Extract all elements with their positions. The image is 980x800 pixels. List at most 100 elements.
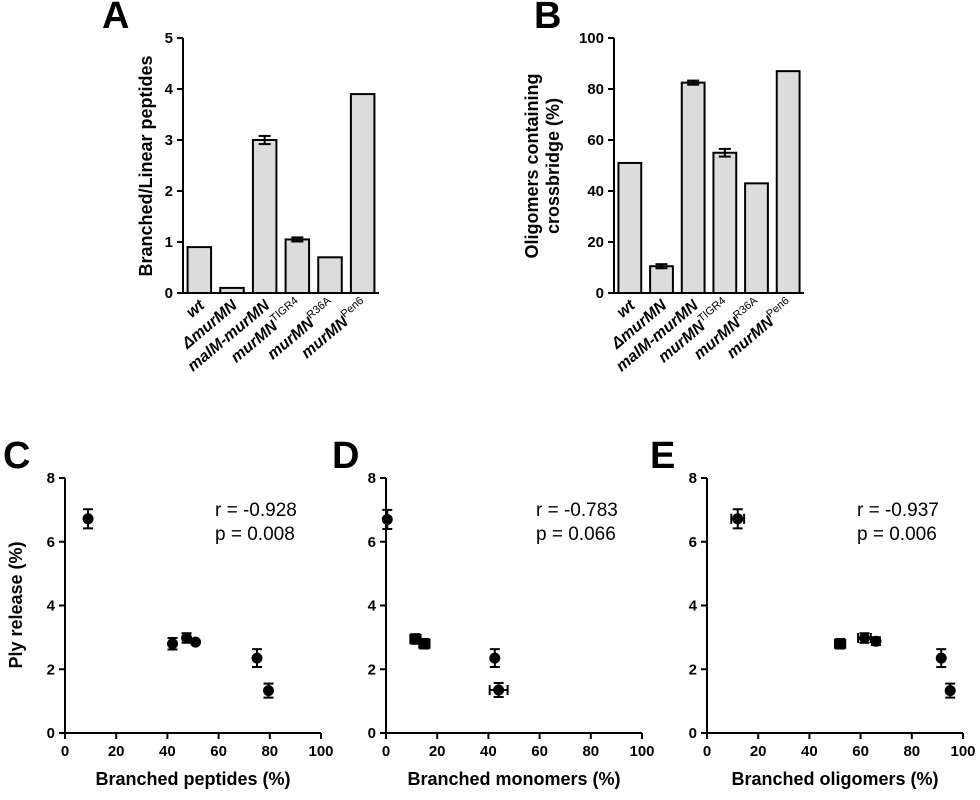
panel-letter: B [534, 0, 561, 37]
y-tick-label: 1 [165, 234, 173, 251]
x-tick-label: 100 [308, 743, 333, 760]
x-tick-label: 100 [629, 743, 654, 760]
data-point-0 [732, 513, 744, 525]
data-point-2 [181, 632, 193, 644]
x-tick-label: 0 [382, 743, 390, 760]
x-tick-label: 20 [429, 743, 446, 760]
y-tick-label: 2 [368, 661, 376, 678]
y-tick-label: 8 [689, 470, 697, 487]
x-tick-label: 40 [801, 743, 818, 760]
x-tick-label: 0 [61, 743, 69, 760]
panel-letter: A [102, 0, 129, 37]
data-point-5 [944, 685, 956, 697]
bar-5 [775, 70, 801, 295]
y-axis-title-line: crossbridge (%) [543, 98, 563, 234]
x-tick-label: 40 [480, 743, 497, 760]
bar-2 [680, 81, 706, 294]
x-tick-label: 60 [852, 743, 869, 760]
correlation-annotation: p = 0.006 [857, 524, 937, 545]
bar-1 [219, 286, 245, 294]
y-tick-label: 0 [368, 725, 376, 742]
bar-1 [649, 265, 674, 295]
data-point-2 [418, 638, 430, 650]
y-tick-label: 4 [689, 598, 698, 615]
y-tick-label: 8 [47, 470, 55, 487]
bar-5 [349, 93, 376, 294]
x-tick-label: 0 [703, 743, 711, 760]
x-axis-title: Branched oligomers (%) [731, 769, 938, 789]
y-tick-label: 2 [47, 661, 55, 678]
data-point-1 [834, 638, 846, 650]
bar-3 [284, 238, 311, 294]
data-point-3 [190, 636, 202, 648]
y-axis-title: Ply release (%) [6, 541, 26, 668]
x-tick-label: 80 [903, 743, 920, 760]
y-tick-label: 6 [368, 534, 376, 551]
data-point-4 [493, 684, 505, 696]
panel-letter: C [3, 435, 30, 477]
data-point-5 [263, 685, 275, 697]
y-tick-label: 20 [587, 234, 604, 251]
data-point-1 [409, 633, 421, 645]
y-tick-label: 0 [47, 725, 55, 742]
y-tick-label: 5 [165, 30, 173, 47]
data-point-2 [858, 632, 870, 644]
x-tick-label: 60 [531, 743, 548, 760]
category-label-superscript: Pen6 [764, 295, 791, 321]
y-tick-label: 4 [165, 81, 174, 98]
correlation-annotation: p = 0.066 [536, 524, 616, 545]
x-tick-label: 80 [261, 743, 278, 760]
y-axis-title-line: Oligomers containing [522, 73, 542, 258]
bar-0 [186, 246, 213, 295]
category-label-superscript: R36A [305, 294, 334, 321]
data-point-1 [167, 638, 179, 650]
data-point-0 [82, 513, 94, 525]
category-label-superscript: TIGR4 [268, 295, 301, 325]
correlation-annotation: r = -0.783 [536, 500, 618, 521]
correlation-annotation: p = 0.008 [215, 524, 295, 545]
y-tick-label: 0 [689, 725, 697, 742]
y-tick-label: 6 [689, 534, 697, 551]
bar-4 [317, 256, 343, 294]
y-tick-label: 2 [165, 183, 173, 200]
panel-letter: D [332, 435, 359, 477]
panel-letter: E [650, 435, 675, 477]
x-axis-title: Branched monomers (%) [407, 769, 620, 789]
y-axis-title: Branched/Linear peptides [136, 55, 156, 276]
x-tick-label: 80 [582, 743, 599, 760]
x-tick-label: 20 [750, 743, 767, 760]
data-point-4 [935, 652, 947, 664]
data-point-4 [251, 652, 263, 664]
correlation-annotation: r = -0.937 [857, 500, 939, 521]
data-point-3 [489, 652, 501, 664]
y-tick-label: 60 [587, 132, 604, 149]
bar-3 [712, 151, 738, 294]
y-tick-label: 40 [587, 183, 604, 200]
y-tick-label: 4 [368, 598, 377, 615]
bar-4 [744, 182, 769, 295]
y-tick-label: 2 [689, 661, 697, 678]
x-tick-label: 60 [210, 743, 227, 760]
x-axis-title: Branched peptides (%) [95, 769, 290, 789]
data-point-3 [870, 635, 882, 647]
x-tick-label: 20 [108, 743, 125, 760]
y-tick-label: 8 [368, 470, 376, 487]
correlation-annotation: r = -0.928 [215, 500, 297, 521]
y-tick-label: 100 [579, 30, 604, 47]
y-tick-label: 0 [165, 285, 173, 302]
y-tick-label: 4 [47, 598, 56, 615]
data-point-0 [381, 513, 393, 525]
x-tick-label: 40 [159, 743, 176, 760]
category-label-superscript: Pen6 [339, 295, 366, 321]
category-label-superscript: R36A [731, 294, 760, 321]
bar-0 [617, 161, 643, 294]
y-tick-label: 80 [587, 81, 604, 98]
y-tick-label: 6 [47, 534, 55, 551]
y-tick-label: 3 [165, 132, 173, 149]
y-tick-label: 0 [596, 285, 604, 302]
panel-a: A012345wtΔmurMNmalM-murMNmurMNTIGR4murMN… [102, 0, 379, 375]
